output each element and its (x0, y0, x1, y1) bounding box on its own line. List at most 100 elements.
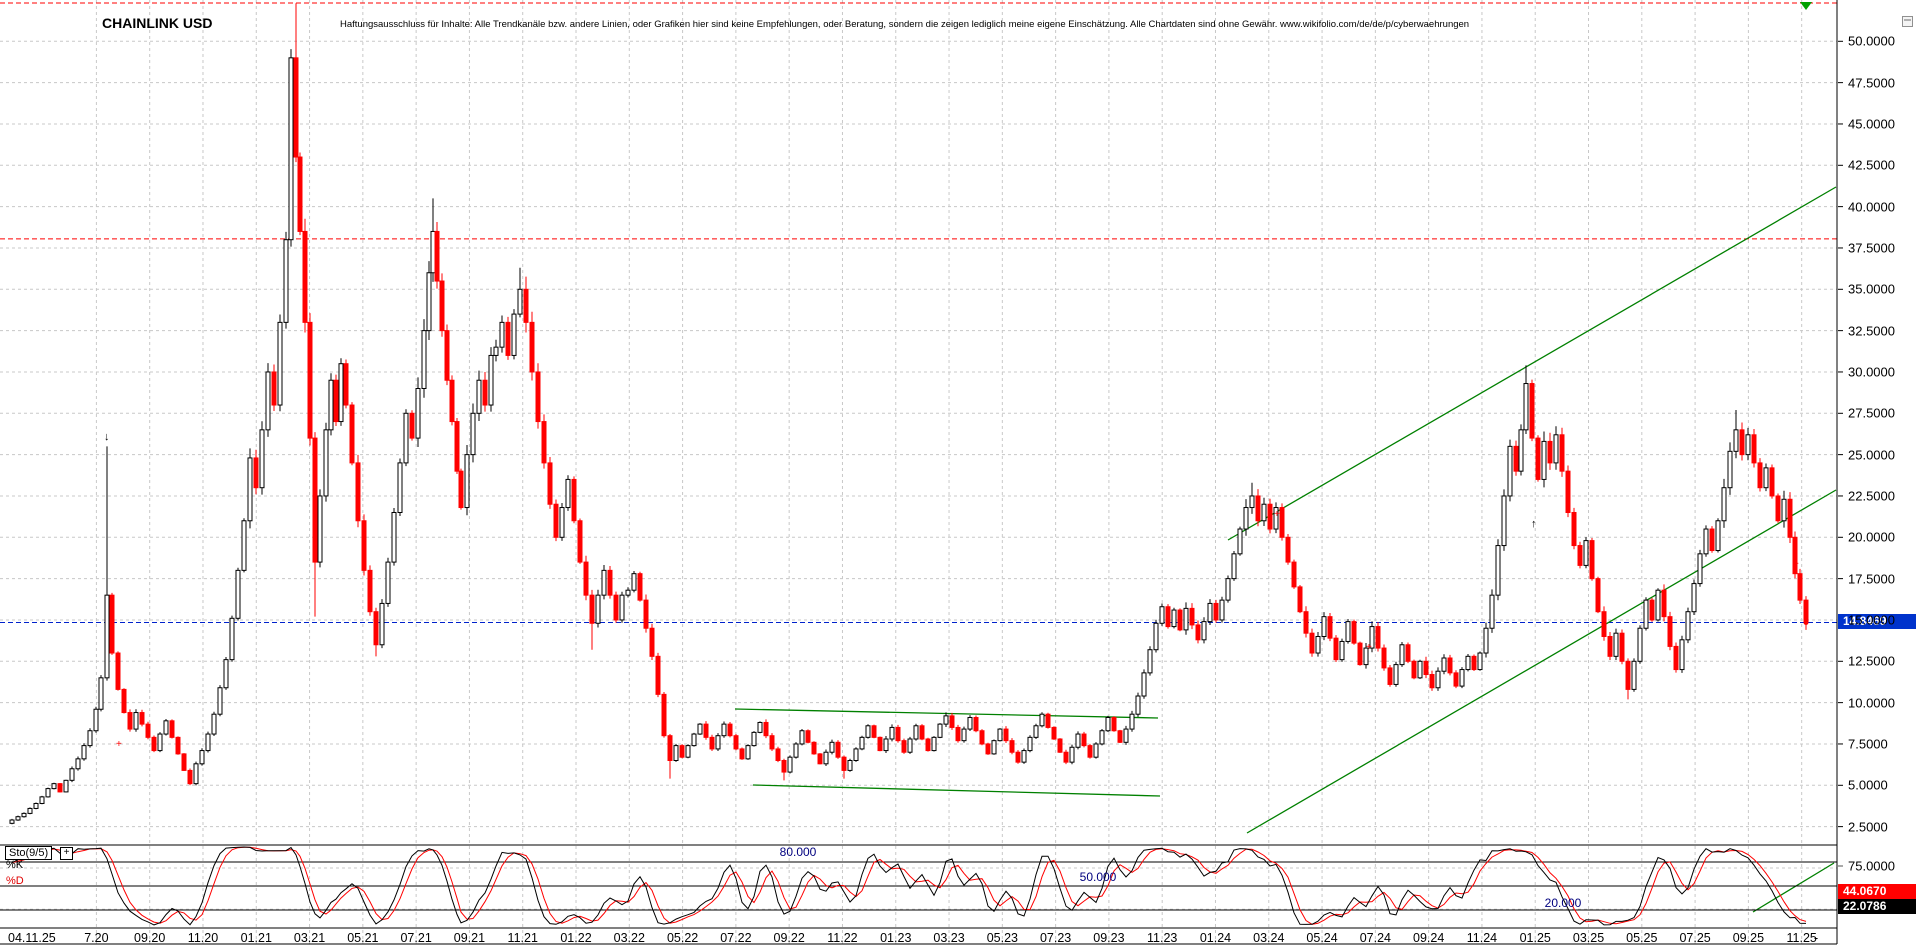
candle-body (1781, 498, 1787, 522)
price-axis-label: 37.5000 (1848, 240, 1895, 256)
indicator-label[interactable]: Sto(9/5) (5, 846, 53, 860)
candle-body (1583, 540, 1589, 566)
candle-body (1535, 437, 1541, 480)
candle-body (1489, 594, 1495, 629)
candle-body (193, 763, 199, 785)
candle-body (919, 725, 925, 740)
candle-body (187, 769, 193, 785)
candle-body (739, 748, 745, 760)
candle-body (1715, 520, 1721, 552)
candle-body (434, 230, 440, 282)
side-channel-lower (752, 784, 1161, 797)
candle-body (1803, 599, 1809, 623)
candle-body (1315, 635, 1321, 654)
candle-body (1333, 637, 1339, 661)
candle-body (1673, 645, 1679, 671)
candle-body (1797, 573, 1803, 601)
candle-body (1129, 713, 1135, 730)
candle-body (565, 478, 571, 509)
candle-body (493, 346, 499, 356)
x-axis-label: 01.21 (240, 931, 272, 945)
candle-body (1039, 713, 1045, 727)
candle-body (409, 412, 415, 439)
candle-body (1417, 660, 1423, 679)
candle-body (302, 230, 308, 323)
candle-body (1153, 622, 1159, 651)
candle-body (511, 313, 517, 356)
candle-body (703, 723, 709, 738)
x-axis-label: 11.24 (1466, 931, 1498, 945)
candle-body (547, 462, 553, 505)
candle-body (1679, 639, 1685, 671)
candle-body (421, 330, 427, 389)
candle-body (1123, 728, 1129, 743)
candle-body (805, 730, 811, 743)
candle-body (338, 363, 344, 423)
candle-body (913, 725, 919, 740)
candle-body (397, 462, 403, 513)
candle-body (1147, 649, 1153, 674)
candle-body (811, 741, 817, 755)
candle-body (1111, 717, 1117, 732)
candle-body (343, 363, 349, 406)
indicator-expand-button[interactable]: + (60, 847, 73, 860)
candle-body (449, 379, 455, 423)
candle-body (39, 796, 45, 804)
x-axis-label: 01.22 (560, 931, 592, 945)
candle-body (535, 371, 541, 423)
candle-body (229, 617, 235, 661)
candle-body (877, 736, 883, 752)
candle-body (1303, 611, 1309, 634)
candle-body (1441, 657, 1447, 672)
candle-body (973, 717, 979, 732)
window-restore-icon[interactable] (1902, 16, 1913, 27)
candle-body (98, 677, 104, 710)
price-axis-label: 32.5000 (1848, 323, 1895, 339)
x-axis-label: 05.23 (986, 931, 1018, 945)
candle-body (482, 379, 488, 406)
x-axis-label: 03.25 (1572, 931, 1605, 945)
candle-body (607, 569, 613, 596)
candle-body (307, 321, 313, 439)
candle-body (1237, 528, 1243, 555)
price-axis-label: 50.0000 (1848, 33, 1895, 49)
candle-body (601, 569, 607, 596)
candle-body (349, 404, 355, 464)
candle-body (553, 503, 559, 538)
plus-event-marker: + (1793, 559, 1799, 570)
candle-body (1393, 664, 1399, 685)
candle-body (1703, 528, 1709, 555)
candle-body (293, 57, 299, 158)
candle-body (1709, 528, 1715, 552)
x-axis-date-label: 04.11.25 (8, 931, 56, 945)
candle-body (1637, 627, 1643, 662)
candle-body (841, 756, 847, 771)
candle-body (403, 412, 409, 464)
x-axis-label: 11.23 (1147, 931, 1178, 945)
candle-body (667, 735, 673, 761)
candle-body (853, 748, 859, 761)
candle-body (379, 602, 385, 646)
candle-body (1787, 498, 1793, 538)
candle-body (217, 687, 223, 715)
candle-body (181, 753, 187, 771)
candle-body (793, 743, 799, 758)
candle-body (175, 736, 181, 755)
candle-body (1279, 507, 1285, 538)
candle-body (1165, 606, 1171, 628)
candle-body (1595, 578, 1601, 613)
x-axis-label: 07.25 (1679, 931, 1711, 945)
price-axis-label: 42.5000 (1848, 157, 1895, 173)
candle-body (1523, 383, 1529, 431)
candle-body (1021, 750, 1027, 763)
candle-body (1285, 536, 1291, 563)
candle-body (1015, 751, 1021, 763)
price-axis-label: 45.0000 (1848, 116, 1895, 132)
candle-body (589, 594, 595, 624)
candle-body (323, 429, 329, 497)
candle-body (1483, 627, 1489, 654)
candle-body (458, 470, 464, 509)
candle-body (1249, 495, 1255, 509)
candle-body (991, 740, 997, 755)
